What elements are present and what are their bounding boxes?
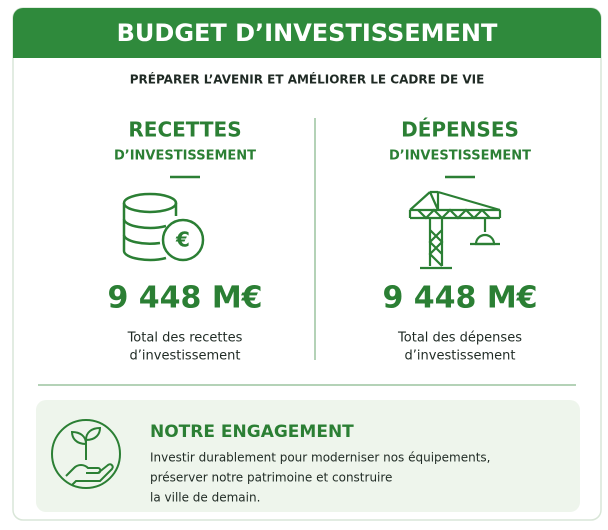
engagement-line: Investir durablement pour moderniser nos… (150, 451, 491, 465)
engagement-line: la ville de demain. (150, 491, 260, 505)
coins-icon: € (122, 192, 205, 262)
subtitle: PRÉPARER L’AVENIR ET AMÉLIORER LE CADRE … (130, 72, 485, 87)
caption-line: d’investissement (130, 349, 241, 364)
crane-icon (408, 190, 502, 270)
caption-line: Total des recettes (127, 331, 243, 346)
engagement-line: préserver notre patrimoine et construire (150, 471, 392, 485)
engagement-box (36, 400, 580, 512)
caption-line: d’investissement (405, 349, 516, 364)
header-band (13, 8, 601, 58)
column-subtitle: D’INVESTISSEMENT (389, 149, 531, 164)
engagement-title: NOTRE ENGAGEMENT (150, 422, 354, 442)
plant-hand-icon (51, 419, 121, 489)
caption-line: Total des dépenses (397, 331, 522, 346)
svg-text:€: € (175, 228, 190, 252)
amount: 9 448 M€ (382, 281, 537, 316)
column-title: DÉPENSES (401, 118, 519, 142)
title: BUDGET D’INVESTISSEMENT (117, 19, 498, 47)
column-title: RECETTES (128, 118, 241, 142)
amount: 9 448 M€ (107, 281, 262, 316)
column-subtitle: D’INVESTISSEMENT (114, 149, 256, 164)
